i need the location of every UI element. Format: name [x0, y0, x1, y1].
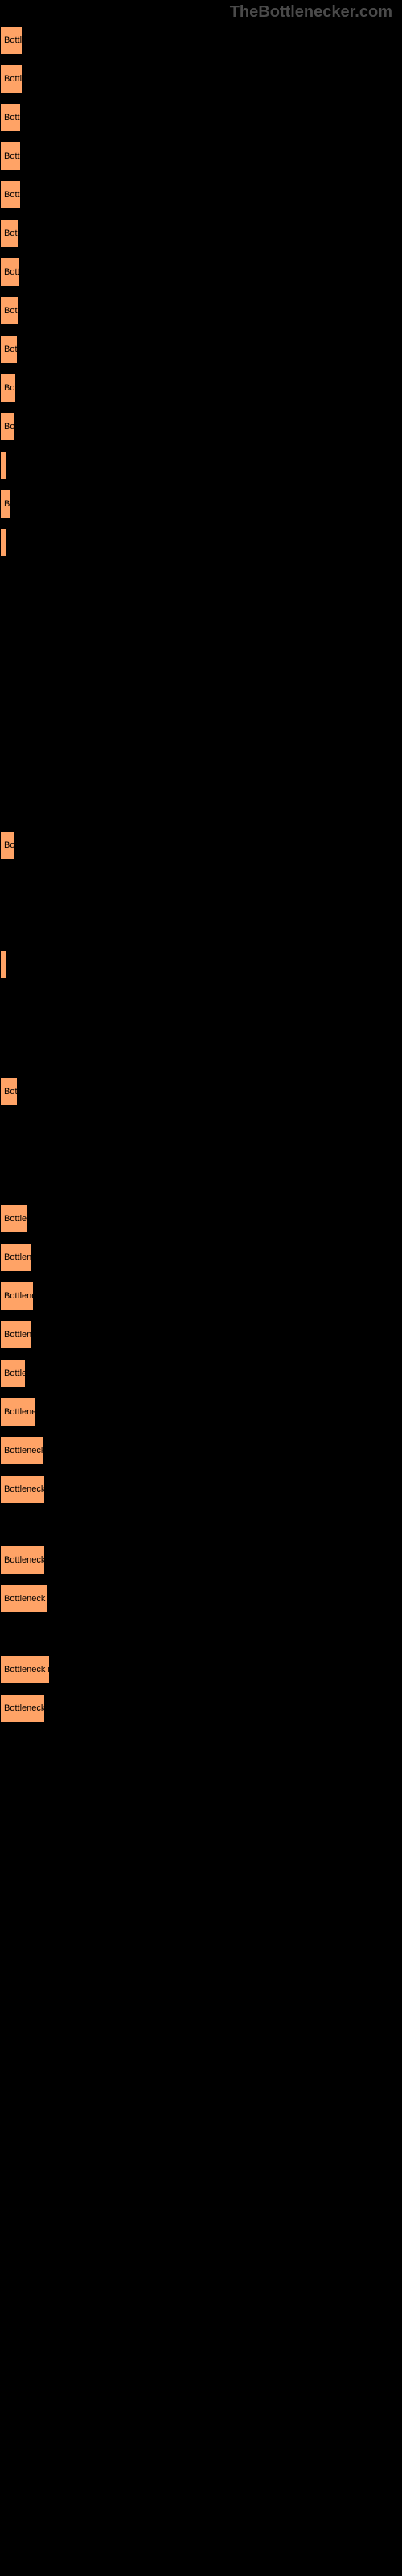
bar: Bottleneck re [0, 1546, 45, 1575]
spacer [0, 987, 402, 1075]
bar: Bot [0, 335, 18, 364]
bar-row: Bot [0, 295, 402, 327]
bar-row: Bottleneck res [0, 1653, 402, 1686]
bar-row: Bot [0, 217, 402, 250]
bar: Bottleneck [0, 1397, 36, 1426]
bar: Bo [0, 374, 16, 402]
bar-row [0, 948, 402, 980]
bar-row [0, 565, 402, 597]
bar: Bottle [0, 26, 23, 55]
bar [0, 528, 6, 557]
bar-row: Bottl [0, 179, 402, 211]
bar: Bottlenec [0, 1320, 32, 1349]
bar [0, 451, 6, 480]
bar-row: B [0, 488, 402, 520]
bar: Bot [0, 219, 19, 248]
bar: Bottl [0, 142, 21, 171]
bar-row: Bottlenec [0, 1319, 402, 1351]
bar: Bottleneck re [0, 1694, 45, 1723]
bar-row: Bottleneck [0, 1280, 402, 1312]
bar-row: Bottl [0, 140, 402, 172]
bar-row: Bottleneck re [0, 1692, 402, 1724]
bar: Bottl [0, 258, 20, 287]
bar: B [0, 489, 11, 518]
bar: Bo [0, 831, 14, 860]
bar: Bottl [0, 180, 21, 209]
bar-row: Bottle [0, 63, 402, 95]
bar: Bottlenec [0, 1243, 32, 1272]
spacer [0, 1114, 402, 1203]
bar-row: Bottl [0, 101, 402, 134]
bar: Bottleneck re [0, 1475, 45, 1504]
spacer [0, 1512, 402, 1544]
bar-row: Bottlen [0, 1357, 402, 1389]
bar: Bottleneck res [0, 1655, 50, 1684]
bar-row: Bo [0, 829, 402, 861]
bar: Bottleneck [0, 1282, 34, 1311]
bar: Bottlen [0, 1204, 27, 1233]
bar-row: Bottlenec [0, 1241, 402, 1274]
bar: Bot [0, 296, 19, 325]
bar-chart: Bottle Bottle Bottl Bottl Bottl Bot Bottl Bot Bo… [0, 0, 402, 1724]
spacer [0, 604, 402, 829]
spacer [0, 1621, 402, 1653]
bar-row: Bot [0, 333, 402, 365]
bar-row: Bottlen [0, 1203, 402, 1235]
bar: Bottleneck re [0, 1436, 44, 1465]
bar-row: Bottl [0, 256, 402, 288]
bar-row: Bottleneck re [0, 1473, 402, 1505]
bar-row: Bottle [0, 24, 402, 56]
spacer [0, 868, 402, 948]
bar [0, 950, 6, 979]
bar: Bo [0, 412, 14, 441]
bar: Bottleneck res [0, 1584, 48, 1613]
bar-row: Bot [0, 1075, 402, 1108]
bar: Bottlen [0, 1359, 26, 1388]
bar-row: Bottleneck [0, 1396, 402, 1428]
bar-row: Bottleneck re [0, 1435, 402, 1467]
bar-row: Bo [0, 372, 402, 404]
bar: Bottle [0, 64, 23, 93]
bar-row: Bo [0, 411, 402, 443]
bar-row: Bottleneck re [0, 1544, 402, 1576]
bar: Bottl [0, 103, 21, 132]
bar-row: Bottleneck res [0, 1583, 402, 1615]
bar-row [0, 449, 402, 481]
bar-row [0, 526, 402, 559]
bar: Bot [0, 1077, 18, 1106]
